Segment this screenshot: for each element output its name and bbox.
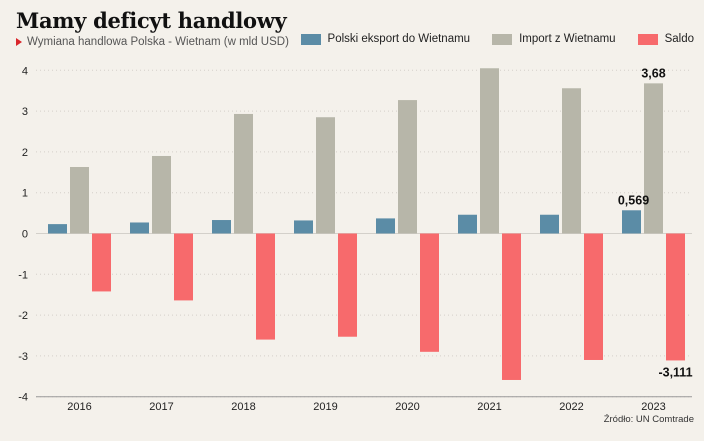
legend: Polski eksport do Wietnamu Import z Wiet…	[279, 33, 694, 45]
legend-label-export: Polski eksport do Wietnamu	[327, 33, 471, 45]
bar-saldo	[174, 233, 193, 301]
bar-saldo	[338, 233, 357, 337]
x-tick-label: 2023	[641, 401, 665, 413]
bar-export	[622, 210, 641, 234]
bar-saldo	[666, 233, 685, 361]
y-tick-label: -3	[18, 351, 28, 363]
x-tick-label: 2020	[395, 401, 419, 413]
data-label: 0,569	[618, 193, 649, 207]
data-label: -3,111	[658, 365, 692, 379]
bar-saldo	[420, 233, 439, 352]
y-tick-label: -4	[18, 392, 28, 404]
x-tick-label: 2017	[149, 401, 173, 413]
bar-import	[152, 155, 171, 234]
bar-import	[70, 166, 89, 234]
legend-swatch-saldo	[637, 33, 658, 45]
legend-item-saldo: Saldo	[637, 33, 694, 45]
legend-item-import: Import z Wietnamu	[492, 33, 616, 45]
y-tick-label: 4	[22, 65, 28, 77]
bar-export	[458, 214, 477, 234]
y-tick-label: 2	[22, 147, 28, 159]
y-tick-label: 1	[22, 188, 28, 200]
bar-export	[540, 214, 559, 234]
subtitle-text: Wymiana handlowa Polska - Wietnam (w mld…	[27, 36, 289, 48]
legend-swatch-import	[492, 33, 513, 45]
bar-export	[130, 222, 149, 234]
x-tick-label: 2016	[67, 401, 91, 413]
bar-saldo	[502, 233, 521, 380]
bar-import	[480, 68, 499, 234]
bar-export	[294, 220, 313, 234]
bar-import	[398, 100, 417, 234]
source-note: Źródło: UN Comtrade	[603, 414, 694, 425]
bar-saldo	[92, 233, 111, 292]
legend-swatch-export	[300, 33, 321, 45]
bar-import	[644, 83, 663, 234]
triangle-bullet-icon	[16, 38, 22, 46]
x-tick-label: 2018	[231, 401, 255, 413]
chart-title: Mamy deficyt handlowy	[16, 8, 287, 33]
bar-export	[212, 220, 231, 234]
legend-item-export: Polski eksport do Wietnamu	[300, 33, 471, 45]
y-tick-label: 0	[22, 229, 28, 241]
x-tick-label: 2019	[313, 401, 337, 413]
bar-export	[48, 224, 67, 234]
chart-subtitle: Wymiana handlowa Polska - Wietnam (w mld…	[16, 36, 289, 48]
bar-import	[562, 88, 581, 234]
bar-import	[234, 113, 253, 234]
bar-saldo	[584, 233, 603, 360]
bar-export	[376, 218, 395, 234]
bar-import	[316, 117, 335, 234]
y-tick-label: -2	[18, 310, 28, 322]
bar-saldo	[256, 233, 275, 340]
x-tick-label: 2021	[477, 401, 501, 413]
x-tick-label: 2022	[559, 401, 583, 413]
y-tick-label: -1	[18, 269, 28, 281]
data-label: 3,68	[641, 66, 665, 80]
y-tick-label: 3	[22, 106, 28, 118]
legend-label-import: Import z Wietnamu	[519, 33, 616, 45]
legend-label-saldo: Saldo	[664, 33, 694, 45]
